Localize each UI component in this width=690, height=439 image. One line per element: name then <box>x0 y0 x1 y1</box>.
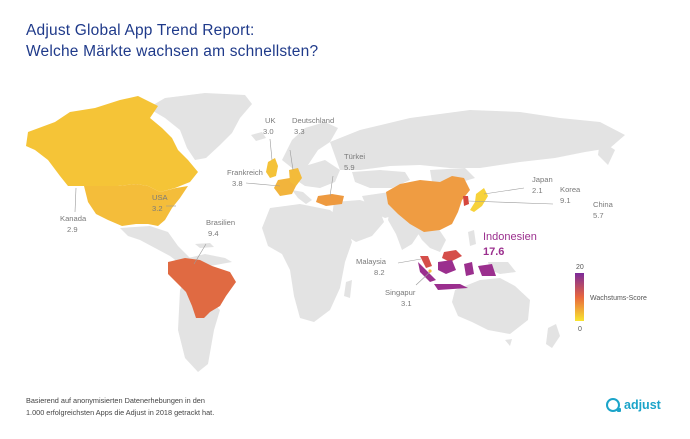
label-score: 2.9 <box>67 225 78 234</box>
label-name-highlight: Indonesien <box>483 231 537 243</box>
country-usa <box>84 184 188 226</box>
label-name: Frankreich <box>227 168 263 177</box>
label-deutschland: Deutschland 3.3 <box>292 116 334 136</box>
footnote-line-2: 1.000 erfolgreichsten Apps die Adjust in… <box>26 408 215 417</box>
label-name: Kanada <box>60 214 87 223</box>
label-china: China 5.7 <box>593 200 614 220</box>
country-singapur <box>428 269 432 273</box>
label-name: Brasilien <box>206 218 235 227</box>
label-usa: USA 3.2 <box>152 193 169 213</box>
label-singapur: Singapur 3.1 <box>385 288 416 308</box>
label-kanada: Kanada 2.9 <box>60 214 87 234</box>
leader-lines <box>74 138 554 286</box>
country-uk <box>266 158 278 178</box>
label-name: Deutschland <box>292 116 334 125</box>
country-malaysia <box>420 250 462 268</box>
label-score: 2.1 <box>532 186 543 195</box>
country-indonesien <box>418 260 496 290</box>
label-brasilien: Brasilien 9.4 <box>206 218 235 238</box>
adjust-logo-icon <box>606 398 621 412</box>
country-korea <box>463 196 469 206</box>
legend: 20 Wachstums-Score 0 <box>575 264 647 333</box>
brand-name: adjust <box>624 398 661 412</box>
label-korea: Korea 9.1 <box>560 185 581 205</box>
title-line-1: Adjust Global App Trend Report: <box>26 22 255 39</box>
label-malaysia: Malaysia 8.2 <box>356 257 387 277</box>
label-name: UK <box>265 116 276 125</box>
label-score: 5.7 <box>593 211 604 220</box>
label-score: 3.3 <box>294 127 305 136</box>
label-score: 3.0 <box>263 127 274 136</box>
label-name: Korea <box>560 185 581 194</box>
label-indonesien: Indonesien 17.6 <box>483 231 537 258</box>
country-kanada <box>26 96 198 192</box>
label-frankreich: Frankreich 3.8 <box>227 168 263 188</box>
brand-logo: adjust <box>606 398 661 412</box>
legend-min: 0 <box>578 326 582 333</box>
footnote: Basierend auf anonymisierten Datenerhebu… <box>26 395 346 419</box>
label-score: 3.1 <box>401 299 412 308</box>
land-background <box>120 93 625 372</box>
label-score-highlight: 17.6 <box>483 246 504 258</box>
title-line-2: Welche Märkte wachsen am schnellsten? <box>26 43 319 60</box>
label-score: 9.4 <box>208 229 219 238</box>
label-score: 9.1 <box>560 196 571 205</box>
label-name: USA <box>152 193 169 202</box>
label-name: Singapur <box>385 288 416 297</box>
label-score: 3.2 <box>152 204 163 213</box>
legend-title: Wachstums-Score <box>590 295 647 302</box>
country-brasilien <box>168 258 236 318</box>
label-name: China <box>593 200 614 209</box>
country-tuerkei <box>316 194 344 206</box>
market-labels: Kanada 2.9 USA 3.2 Brasilien 9.4 UK 3.0 … <box>60 116 614 308</box>
label-uk: UK 3.0 <box>263 116 276 136</box>
country-deutschland <box>289 168 302 186</box>
label-name: Türkei <box>344 152 365 161</box>
label-score: 3.8 <box>232 179 243 188</box>
footnote-line-1: Basierend auf anonymisierten Datenerhebu… <box>26 396 205 405</box>
legend-color-bar <box>575 273 584 321</box>
label-tuerkei: Türkei 5.9 <box>344 152 365 172</box>
label-score: 5.9 <box>344 163 355 172</box>
label-japan: Japan 2.1 <box>532 175 553 195</box>
country-japan <box>470 188 488 212</box>
label-score: 8.2 <box>374 268 385 277</box>
country-frankreich <box>274 178 296 196</box>
label-name: Malaysia <box>356 257 387 266</box>
country-china <box>386 176 470 232</box>
market-shapes <box>26 96 496 318</box>
legend-max: 20 <box>576 264 584 271</box>
label-name: Japan <box>532 175 553 184</box>
page-title: Adjust Global App Trend Report: Welche M… <box>26 20 318 62</box>
